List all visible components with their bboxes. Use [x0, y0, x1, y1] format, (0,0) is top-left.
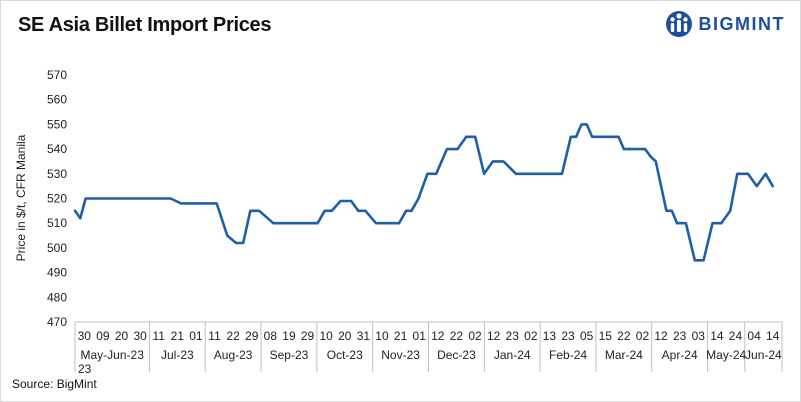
x-tick-label: 02: [636, 329, 650, 343]
x-tick-label: 29: [245, 329, 259, 343]
price-series-line: [73, 123, 775, 262]
x-tick-label: 30: [133, 329, 147, 343]
month-label: Jun-24: [745, 348, 782, 362]
x-tick-label: 13: [543, 329, 557, 343]
x-tick-label: 30: [78, 329, 92, 343]
x-tick-label: 10: [319, 329, 333, 343]
x-tick-label: 03: [692, 329, 706, 343]
x-tick-label: 04: [747, 329, 761, 343]
x-tick-label: 10: [375, 329, 389, 343]
x-tick-label: 14: [710, 329, 724, 343]
x-tick-label: 12: [487, 329, 501, 343]
x-tick-label: 20: [338, 329, 352, 343]
chart-title: SE Asia Billet Import Prices: [18, 14, 272, 36]
month-label: Apr-24: [662, 348, 698, 362]
x-tick-label: 02: [524, 329, 538, 343]
month-label: Mar-24: [605, 348, 643, 362]
x-tick-label: 22: [617, 329, 631, 343]
x-tick-label: 31: [357, 329, 371, 343]
month-label: Feb-24: [549, 348, 587, 362]
y-tick-label: 540: [47, 142, 67, 156]
x-tick-label: 09: [96, 329, 110, 343]
x-tick-label: 11: [152, 329, 165, 343]
y-tick-label: 510: [47, 216, 67, 230]
series-layer: [73, 123, 775, 262]
month-label: Aug-23: [214, 348, 253, 362]
month-label: May-Jun-23: [81, 348, 145, 362]
x-tick-label: 05: [580, 329, 594, 343]
x-tick-label: 12: [431, 329, 445, 343]
x-tick-label: 22: [450, 329, 464, 343]
month-label: Jul-23: [161, 348, 194, 362]
bigmint-logo: BIGMINT: [665, 9, 786, 39]
month-label-year: 23: [78, 362, 92, 376]
y-tick-label: 500: [47, 241, 67, 255]
logo-text: BIGMINT: [698, 13, 785, 34]
x-tick-label: 14: [766, 329, 780, 343]
x-tick-label: 23: [561, 329, 575, 343]
x-tick-label: 01: [413, 329, 427, 343]
x-axis: 30 09 20 30 11 21 01 11 22 29 08 19 29 10 20 31 10 21 01 12…: [74, 321, 783, 376]
month-label: Sep-23: [270, 348, 309, 362]
x-tick-label: 12: [654, 329, 668, 343]
y-tick-label: 520: [47, 192, 67, 206]
x-tick-label: 11: [208, 329, 221, 343]
x-tick-label: 20: [115, 329, 129, 343]
x-tick-label: 29: [301, 329, 315, 343]
x-tick-label: 02: [468, 329, 482, 343]
y-tick-label: 530: [47, 167, 67, 181]
source-note: Source: BigMint: [12, 377, 97, 391]
y-tick-label: 490: [47, 266, 67, 280]
y-tick-label: 550: [47, 117, 67, 131]
month-label: May-24: [706, 348, 746, 362]
y-tick-label: 470: [47, 315, 67, 329]
x-tick-label: 01: [189, 329, 203, 343]
y-axis-label: Price in $/t, CFR Manila: [14, 134, 28, 261]
x-tick-label: 19: [282, 329, 296, 343]
x-tick-label: 15: [599, 329, 613, 343]
x-tick-label: 23: [506, 329, 520, 343]
x-tick-label: 08: [264, 329, 278, 343]
y-tick-label: 560: [47, 93, 67, 107]
x-tick-label: 23: [673, 329, 687, 343]
month-label: Dec-23: [437, 348, 476, 362]
month-label: Nov-23: [381, 348, 420, 362]
y-tick-label: 570: [47, 68, 67, 82]
x-tick-label: 21: [171, 329, 185, 343]
y-axis: 470 480 490 500 510 520 530 540 550 560 570: [47, 68, 67, 329]
bigmint-people-icon: [665, 11, 692, 37]
x-tick-label: 21: [394, 329, 408, 343]
month-label: Jan-24: [494, 348, 531, 362]
y-tick-label: 480: [47, 290, 67, 304]
month-label: Oct-23: [327, 348, 363, 362]
x-tick-label: 22: [226, 329, 240, 343]
x-tick-label: 24: [729, 329, 743, 343]
